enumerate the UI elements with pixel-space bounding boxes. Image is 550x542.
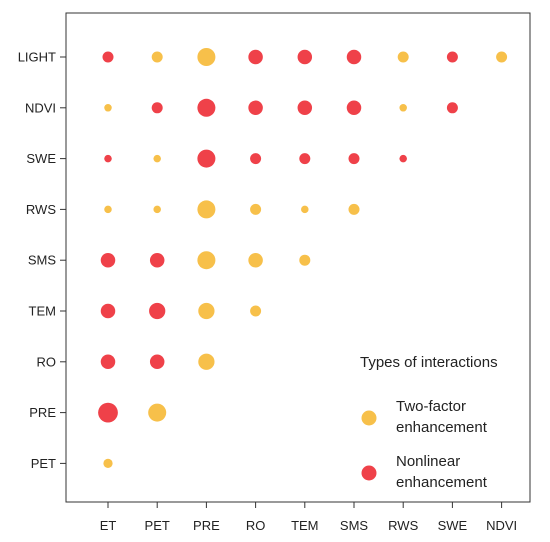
y-tick-label-swe: SWE xyxy=(26,151,56,166)
point-ro-swe xyxy=(250,153,262,165)
point-pre-tem xyxy=(198,302,215,320)
point-rws-swe xyxy=(399,154,407,163)
legend-label-two-factor-line-1: Two-factor xyxy=(396,398,466,415)
point-tem-rws xyxy=(301,205,309,214)
point-et-pre xyxy=(98,402,118,423)
x-tick-label-sms: SMS xyxy=(340,518,369,533)
point-pet-rws xyxy=(153,205,161,214)
point-swe-ndvi xyxy=(446,102,458,114)
legend: Types of interactions Two-factor enhancem… xyxy=(360,354,498,491)
point-pre-ndvi xyxy=(197,98,216,117)
point-swe-light xyxy=(446,51,458,63)
y-tick-label-sms: SMS xyxy=(28,253,57,268)
point-ro-tem xyxy=(250,305,262,317)
point-et-tem xyxy=(100,303,116,319)
point-rws-ndvi xyxy=(399,104,407,112)
point-sms-light xyxy=(346,49,362,65)
point-tem-swe xyxy=(299,153,311,165)
point-ro-rws xyxy=(250,203,262,215)
x-tick-label-tem: TEM xyxy=(291,518,318,533)
point-tem-sms xyxy=(299,254,311,266)
point-sms-rws xyxy=(348,203,360,215)
point-et-sms xyxy=(100,252,116,268)
point-rws-light xyxy=(397,51,409,63)
y-tick-label-ro: RO xyxy=(37,354,57,369)
plot-frame xyxy=(65,12,531,503)
legend-label-two-factor-line-2: enhancement xyxy=(396,419,488,436)
point-tem-ndvi xyxy=(297,100,313,116)
point-pet-ndvi xyxy=(151,102,163,114)
point-pet-light xyxy=(151,51,163,63)
legend-marker-nonlinear xyxy=(361,465,377,481)
point-ro-light xyxy=(248,49,263,65)
point-pet-swe xyxy=(153,154,161,163)
x-tick-label-pre: PRE xyxy=(193,518,220,533)
x-tick-label-et: ET xyxy=(100,518,117,533)
point-sms-swe xyxy=(348,153,360,165)
point-pre-sms xyxy=(197,251,216,270)
point-et-swe xyxy=(104,154,112,163)
point-pet-sms xyxy=(149,252,165,268)
point-et-rws xyxy=(104,205,112,214)
legend-label-nonlinear-line-1: Nonlinear xyxy=(396,453,460,470)
x-tick-label-pet: PET xyxy=(145,518,170,533)
legend-marker-two-factor xyxy=(361,410,377,426)
y-tick-label-tem: TEM xyxy=(29,304,56,319)
y-tick-label-pet: PET xyxy=(31,456,56,471)
x-tick-label-rws: RWS xyxy=(388,518,418,533)
y-tick-label-light: LIGHT xyxy=(18,50,56,65)
x-axis: ET PET PRE RO TEM SMS RWS SWE NDVI xyxy=(100,502,517,533)
x-tick-label-swe: SWE xyxy=(438,518,468,533)
legend-title: Types of interactions xyxy=(360,354,498,371)
point-tem-light xyxy=(297,49,313,65)
data-points xyxy=(98,48,508,469)
point-ro-ndvi xyxy=(248,100,263,116)
point-ndvi-light xyxy=(496,51,508,63)
point-pre-light xyxy=(197,48,216,66)
point-et-pet xyxy=(103,458,113,469)
point-pet-pre xyxy=(148,403,167,422)
x-tick-label-ndvi: NDVI xyxy=(486,518,517,533)
point-et-ro xyxy=(100,354,116,370)
x-tick-label-ro: RO xyxy=(246,518,266,533)
point-pre-swe xyxy=(197,149,216,168)
y-tick-label-rws: RWS xyxy=(26,202,56,217)
point-pre-ro xyxy=(198,353,215,370)
legend-label-nonlinear-line-2: enhancement xyxy=(396,474,488,491)
point-pre-rws xyxy=(197,200,216,219)
point-sms-ndvi xyxy=(346,100,362,116)
y-axis: LIGHT NDVI SWE RWS SMS TEM RO PRE PET xyxy=(18,50,66,471)
point-et-ndvi xyxy=(104,104,112,112)
y-tick-label-ndvi: NDVI xyxy=(25,100,56,115)
point-ro-sms xyxy=(248,252,263,268)
point-pet-ro xyxy=(149,354,165,370)
point-et-light xyxy=(102,51,114,63)
point-pet-tem xyxy=(149,302,166,320)
y-tick-label-pre: PRE xyxy=(29,405,56,420)
